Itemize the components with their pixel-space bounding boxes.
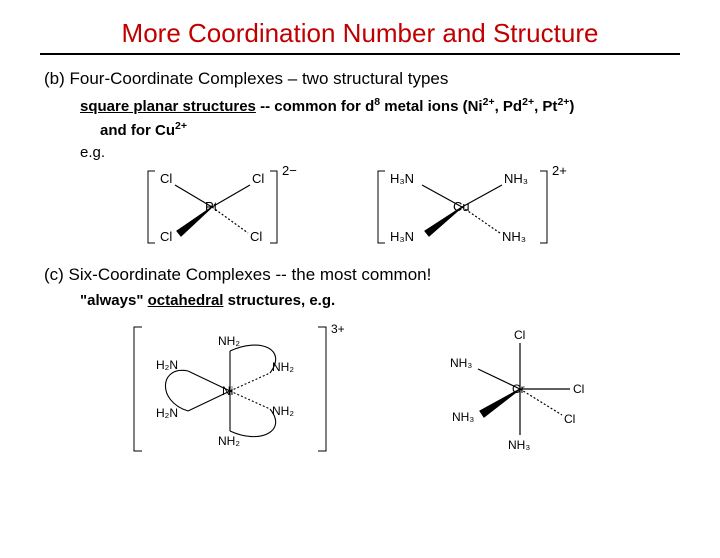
ni-n6: NH₂ — [272, 404, 294, 418]
ni-n1: NH₂ — [218, 334, 240, 348]
cu-pre: and for Cu — [100, 122, 175, 139]
cr-cl1: Cl — [514, 328, 525, 342]
oct-uline: octahedral — [148, 292, 224, 309]
ni-n4: H₂N — [156, 406, 178, 420]
ni-n2: NH₂ — [218, 434, 240, 448]
cu-l3: H₃N — [390, 229, 414, 244]
fig-row-b: Pt Cl Cl Cl Cl 2− Cu H₃N NH₃ H₃N NH₃ 2+ — [120, 161, 720, 251]
cr-center: Cr — [512, 382, 525, 396]
pt-sup: 2+ — [557, 96, 569, 108]
section-b-sub: square planar structures -- common for d… — [80, 95, 676, 117]
oct-post: structures, e.g. — [223, 292, 335, 309]
cu-charge: 2+ — [552, 163, 567, 178]
cr-cl3: Cl — [564, 412, 575, 426]
sq-planar-label: square planar structures — [80, 98, 256, 115]
section-c-sub: "always" octahedral structures, e.g. — [80, 291, 676, 311]
cu-l2: NH₃ — [504, 171, 528, 186]
page-title: More Coordination Number and Structure — [0, 18, 720, 49]
cr-n1: NH₃ — [450, 356, 472, 370]
ni-center: Ni — [222, 384, 233, 398]
tail1: ) — [569, 98, 574, 115]
pt-charge: 2− — [282, 163, 297, 178]
pt-center: Pt — [205, 199, 218, 214]
pt-cl3: Cl — [160, 229, 172, 244]
ni-sup: 2+ — [483, 96, 495, 108]
cu-l1: H₃N — [390, 171, 414, 186]
sep1: , Pd — [495, 98, 523, 115]
cr-n2: NH₃ — [452, 410, 474, 424]
fig-cunh34: Cu H₃N NH₃ H₃N NH₃ 2+ — [350, 161, 580, 251]
pt-cl1: Cl — [160, 171, 172, 186]
pd-sup: 2+ — [522, 96, 534, 108]
cu-sup: 2+ — [175, 120, 187, 132]
cu-l4: NH₃ — [502, 229, 526, 244]
oct-pre: "always" — [80, 292, 148, 309]
cr-n3: NH₃ — [508, 438, 530, 452]
fig-nien3: Ni NH₂ NH₂ H₂N H₂N NH₂ NH₂ 3+ — [110, 313, 360, 463]
section-b-sub2: and for Cu2+ — [100, 119, 676, 141]
fig-row-c: Ni NH₂ NH₂ H₂N H₂N NH₂ NH₂ 3+ Cr Cl Cl C… — [110, 313, 720, 463]
pt-cl4: Cl — [250, 229, 262, 244]
cu-center: Cu — [453, 199, 470, 214]
fig-crnh3cl3: Cr Cl Cl Cl NH₃ NH₃ NH₃ — [420, 313, 620, 463]
ni-n5: NH₂ — [272, 360, 294, 374]
pt-cl2: Cl — [252, 171, 264, 186]
sep2: , Pt — [534, 98, 557, 115]
cr-cl2: Cl — [573, 382, 584, 396]
section-b-eg: e.g. — [80, 144, 720, 161]
fig-ptcl4: Pt Cl Cl Cl Cl 2− — [120, 161, 310, 251]
ions-pre: metal ions (Ni — [380, 98, 483, 115]
ni-n3: H₂N — [156, 358, 178, 372]
section-c-head: (c) Six-Coordinate Complexes -- the most… — [44, 265, 720, 285]
title-rule — [40, 53, 680, 55]
sq-planar-desc: -- common for d — [256, 98, 374, 115]
section-b-head: (b) Four-Coordinate Complexes – two stru… — [44, 69, 720, 89]
ni-charge: 3+ — [331, 322, 345, 336]
